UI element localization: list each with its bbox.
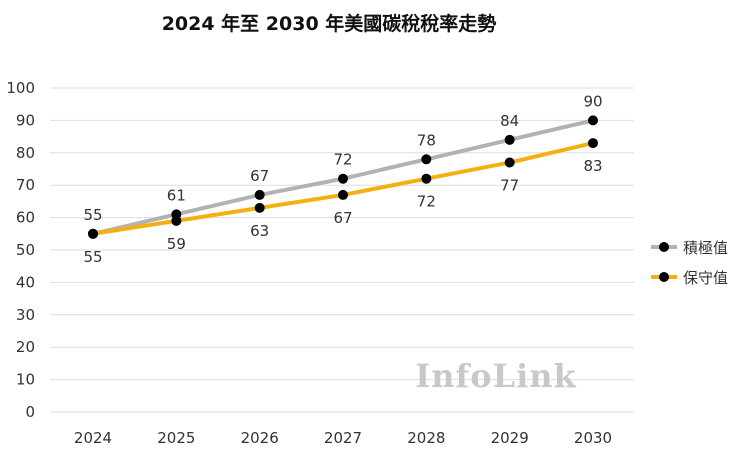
data-label: 67 bbox=[333, 209, 352, 227]
data-point bbox=[171, 215, 182, 226]
y-tick-label: 70 bbox=[16, 176, 35, 194]
data-label: 63 bbox=[250, 222, 269, 240]
x-tick-label: 2024 bbox=[74, 429, 112, 447]
data-point bbox=[504, 157, 515, 168]
y-tick-label: 60 bbox=[16, 209, 35, 227]
x-tick-label: 2030 bbox=[574, 429, 612, 447]
data-label: 78 bbox=[417, 131, 436, 149]
data-label: 61 bbox=[167, 186, 186, 204]
infolink-watermark: InfoLink bbox=[415, 357, 576, 395]
y-tick-label: 30 bbox=[16, 306, 35, 324]
data-label: 83 bbox=[583, 157, 602, 175]
data-point bbox=[588, 115, 598, 126]
y-tick-label: 100 bbox=[6, 79, 35, 97]
data-label: 67 bbox=[250, 167, 269, 185]
data-point bbox=[588, 138, 598, 149]
chart-title: 2024 年至 2030 年美國碳稅稅率走勢 bbox=[162, 12, 497, 35]
y-axis-ticks: 0 10 20 30 40 50 60 70 80 90 100 bbox=[6, 79, 35, 421]
x-tick-label: 2027 bbox=[324, 429, 362, 447]
x-axis-ticks: 2024 2025 2026 2027 2028 2029 2030 bbox=[74, 429, 612, 447]
y-tick-label: 80 bbox=[16, 144, 35, 162]
y-tick-label: 20 bbox=[16, 338, 35, 356]
data-point bbox=[421, 173, 432, 184]
data-label: 55 bbox=[83, 206, 102, 224]
data-label: 77 bbox=[500, 177, 519, 195]
y-tick-label: 40 bbox=[16, 273, 35, 291]
data-point bbox=[338, 173, 348, 184]
data-label: 59 bbox=[167, 235, 186, 253]
x-tick-label: 2026 bbox=[241, 429, 279, 447]
legend-marker bbox=[659, 272, 669, 282]
data-label: 84 bbox=[500, 112, 519, 130]
y-tick-label: 90 bbox=[16, 111, 35, 129]
legend-marker bbox=[659, 242, 669, 252]
data-point bbox=[421, 154, 432, 165]
data-point bbox=[504, 134, 515, 145]
data-point bbox=[338, 189, 348, 200]
data-label: 55 bbox=[83, 248, 102, 266]
legend-label: 保守值 bbox=[683, 269, 728, 287]
x-tick-label: 2028 bbox=[407, 429, 445, 447]
data-point bbox=[254, 202, 265, 213]
y-tick-label: 10 bbox=[16, 371, 35, 389]
legend-label: 積極值 bbox=[683, 239, 728, 257]
data-label: 90 bbox=[583, 92, 602, 110]
data-label: 72 bbox=[417, 193, 436, 211]
series-group: 55 61 67 72 78 84 90 55 59 63 67 72 77 83 bbox=[83, 92, 602, 265]
y-tick-label: 50 bbox=[16, 241, 35, 259]
data-point bbox=[88, 228, 98, 239]
data-point bbox=[254, 189, 265, 200]
data-label: 72 bbox=[333, 151, 352, 169]
x-tick-label: 2025 bbox=[157, 429, 195, 447]
x-tick-label: 2029 bbox=[491, 429, 529, 447]
grid-lines bbox=[50, 87, 634, 413]
y-tick-label: 0 bbox=[25, 403, 35, 421]
